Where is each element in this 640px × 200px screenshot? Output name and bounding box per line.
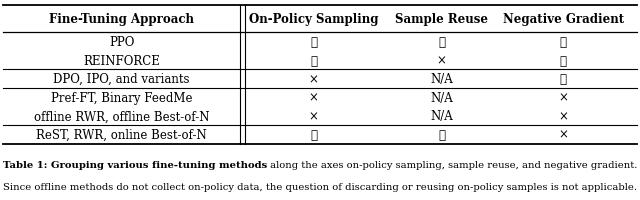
Text: ✓: ✓ [560, 73, 566, 86]
Text: ×: × [436, 54, 447, 67]
Text: ReST, RWR, online Best-of-N: ReST, RWR, online Best-of-N [36, 128, 207, 141]
Text: offline RWR, offline Best-of-N: offline RWR, offline Best-of-N [34, 110, 209, 123]
Text: ✓: ✓ [310, 36, 317, 49]
Text: ✓: ✓ [310, 54, 317, 67]
Text: DPO, IPO, and variants: DPO, IPO, and variants [53, 73, 190, 86]
Text: along the axes on-policy sampling, sample reuse, and negative gradient.: along the axes on-policy sampling, sampl… [268, 161, 637, 169]
Text: ✓: ✓ [310, 128, 317, 141]
Text: Pref-FT, Binary FeedMe: Pref-FT, Binary FeedMe [51, 91, 193, 104]
Text: On-Policy Sampling: On-Policy Sampling [249, 13, 378, 26]
Text: ✓: ✓ [560, 36, 566, 49]
Text: Grouping various fine-tuning methods: Grouping various fine-tuning methods [51, 161, 268, 169]
Text: ×: × [558, 128, 568, 141]
Text: Table 1:: Table 1: [3, 161, 51, 169]
Text: N/A: N/A [430, 110, 453, 123]
Text: Sample Reuse: Sample Reuse [395, 13, 488, 26]
Text: Negative Gradient: Negative Gradient [502, 13, 624, 26]
Text: Fine-Tuning Approach: Fine-Tuning Approach [49, 13, 194, 26]
Text: ×: × [308, 91, 319, 104]
Text: ×: × [308, 110, 319, 123]
Text: Since offline methods do not collect on-policy data, the question of discarding : Since offline methods do not collect on-… [3, 183, 637, 191]
Text: ×: × [308, 73, 319, 86]
Text: ×: × [558, 110, 568, 123]
Text: N/A: N/A [430, 91, 453, 104]
Text: ×: × [558, 91, 568, 104]
Text: ✓: ✓ [438, 36, 445, 49]
Text: ✓: ✓ [560, 54, 566, 67]
Text: REINFORCE: REINFORCE [83, 54, 160, 67]
Text: ✓: ✓ [438, 128, 445, 141]
Text: PPO: PPO [109, 36, 134, 49]
Text: N/A: N/A [430, 73, 453, 86]
